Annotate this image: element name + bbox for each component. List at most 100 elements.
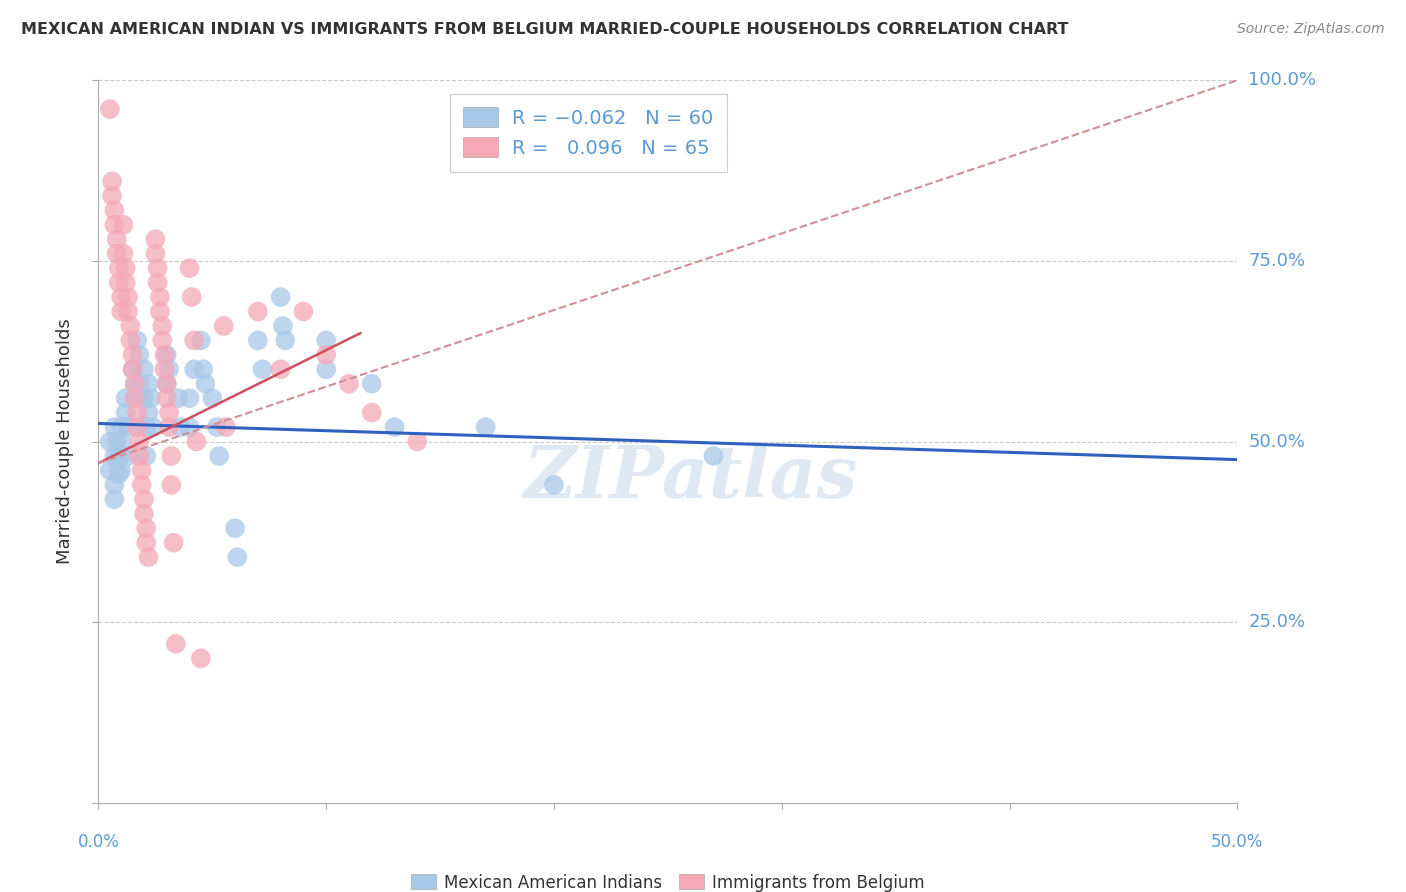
Point — [105, 452, 128, 467]
Point — [105, 434, 128, 449]
Point — [180, 290, 202, 304]
Point — [112, 246, 135, 260]
Point — [149, 290, 172, 304]
Point — [132, 391, 155, 405]
Point — [110, 304, 132, 318]
Point — [190, 651, 212, 665]
Point — [246, 334, 269, 348]
Point — [105, 246, 128, 260]
Point — [103, 478, 125, 492]
Point — [108, 261, 131, 276]
Point — [156, 391, 179, 405]
Point — [132, 492, 155, 507]
Point — [108, 467, 131, 481]
Point — [145, 246, 167, 260]
Point — [169, 420, 191, 434]
Point — [124, 376, 146, 391]
Point — [702, 449, 724, 463]
Point — [224, 521, 246, 535]
Point — [121, 362, 143, 376]
Point — [165, 637, 187, 651]
Point — [138, 406, 160, 420]
Point — [208, 449, 231, 463]
Text: 75.0%: 75.0% — [1249, 252, 1306, 270]
Point — [135, 535, 157, 549]
Point — [105, 232, 128, 246]
Point — [121, 348, 143, 362]
Y-axis label: Married-couple Households: Married-couple Households — [56, 318, 75, 565]
Point — [193, 362, 215, 376]
Point — [212, 318, 235, 333]
Point — [120, 318, 142, 333]
Point — [157, 420, 180, 434]
Point — [117, 290, 139, 304]
Point — [114, 391, 136, 405]
Point — [139, 391, 162, 405]
Point — [117, 420, 139, 434]
Point — [128, 449, 150, 463]
Point — [120, 334, 142, 348]
Point — [138, 550, 160, 565]
Point — [215, 420, 238, 434]
Point — [543, 478, 565, 492]
Point — [101, 174, 124, 188]
Point — [406, 434, 429, 449]
Point — [156, 376, 179, 391]
Point — [190, 334, 212, 348]
Point — [128, 348, 150, 362]
Point — [194, 376, 217, 391]
Point — [384, 420, 406, 434]
Point — [271, 318, 294, 333]
Point — [315, 334, 337, 348]
Text: 100.0%: 100.0% — [1249, 71, 1316, 89]
Point — [101, 189, 124, 203]
Point — [146, 261, 169, 276]
Point — [112, 218, 135, 232]
Point — [145, 232, 167, 246]
Point — [205, 420, 228, 434]
Legend: Mexican American Indians, Immigrants from Belgium: Mexican American Indians, Immigrants fro… — [402, 865, 934, 892]
Point — [103, 449, 125, 463]
Point — [270, 290, 292, 304]
Point — [315, 348, 337, 362]
Point — [360, 406, 382, 420]
Point — [110, 463, 132, 477]
Point — [186, 434, 208, 449]
Point — [114, 276, 136, 290]
Point — [110, 449, 132, 463]
Point — [160, 478, 183, 492]
Point — [474, 420, 496, 434]
Text: 25.0%: 25.0% — [1249, 613, 1306, 632]
Point — [156, 348, 179, 362]
Text: ZIPatlas: ZIPatlas — [523, 442, 858, 513]
Point — [135, 449, 157, 463]
Point — [131, 463, 153, 477]
Point — [127, 420, 149, 434]
Point — [274, 334, 297, 348]
Point — [146, 276, 169, 290]
Point — [153, 362, 176, 376]
Point — [124, 391, 146, 405]
Point — [138, 376, 160, 391]
Point — [103, 218, 125, 232]
Point — [110, 420, 132, 434]
Point — [121, 362, 143, 376]
Point — [252, 362, 274, 376]
Point — [114, 261, 136, 276]
Point — [201, 391, 224, 405]
Point — [117, 304, 139, 318]
Point — [98, 102, 121, 116]
Point — [179, 420, 201, 434]
Point — [127, 406, 149, 420]
Point — [315, 362, 337, 376]
Point — [103, 420, 125, 434]
Point — [131, 478, 153, 492]
Text: 50.0%: 50.0% — [1211, 833, 1264, 851]
Point — [110, 434, 132, 449]
Point — [124, 376, 146, 391]
Point — [157, 362, 180, 376]
Point — [156, 376, 179, 391]
Point — [110, 290, 132, 304]
Text: Source: ZipAtlas.com: Source: ZipAtlas.com — [1237, 22, 1385, 37]
Point — [117, 449, 139, 463]
